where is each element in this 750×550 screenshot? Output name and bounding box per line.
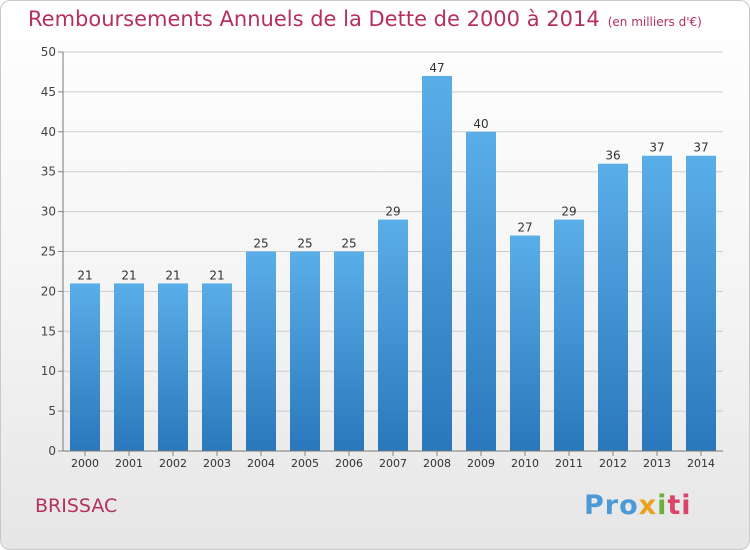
x-tick-label: 2005 — [291, 457, 319, 470]
bar — [70, 283, 100, 451]
city-name: BRISSAC — [35, 495, 118, 517]
y-tick-label: 45 — [41, 85, 56, 99]
bar-value-label: 21 — [209, 268, 224, 282]
proxiti-logo: Proxiti — [584, 490, 692, 521]
bar-value-label: 21 — [165, 268, 180, 282]
bar-value-label: 37 — [649, 141, 664, 155]
x-tick-label: 2013 — [643, 457, 671, 470]
bar — [598, 163, 628, 451]
bar — [422, 75, 452, 451]
x-tick-label: 2007 — [379, 457, 407, 470]
y-tick-label: 30 — [41, 205, 56, 219]
bar-value-label: 36 — [605, 149, 620, 163]
x-tick-label: 2010 — [511, 457, 539, 470]
bar-value-label: 47 — [429, 61, 444, 75]
x-tick-label: 2012 — [599, 457, 627, 470]
bar — [202, 283, 232, 451]
y-tick-label: 50 — [41, 45, 56, 59]
bar — [290, 251, 320, 451]
y-tick-label: 25 — [41, 245, 56, 259]
x-tick-label: 2001 — [115, 457, 143, 470]
bar — [114, 283, 144, 451]
y-tick-label: 0 — [48, 444, 56, 458]
bar-value-label: 29 — [561, 205, 576, 219]
x-tick-label: 2002 — [159, 457, 187, 470]
bar — [158, 283, 188, 451]
chart-title: Remboursements Annuels de la Dette de 20… — [28, 7, 702, 31]
bar — [378, 219, 408, 451]
y-tick-label: 10 — [41, 364, 56, 378]
bar-value-label: 29 — [385, 205, 400, 219]
bar — [466, 131, 496, 452]
x-tick-label: 2004 — [247, 457, 275, 470]
bar — [246, 251, 276, 451]
x-tick-label: 2003 — [203, 457, 231, 470]
bar-value-label: 21 — [121, 268, 136, 282]
bar-value-label: 40 — [473, 117, 488, 131]
title-unit: (en milliers d'€) — [607, 15, 702, 29]
bar-value-label: 25 — [297, 237, 312, 251]
y-tick-label: 5 — [48, 404, 56, 418]
y-tick-label: 40 — [41, 125, 56, 139]
bar-value-label: 25 — [253, 237, 268, 251]
x-tick-label: 2000 — [71, 457, 99, 470]
y-tick-label: 15 — [41, 324, 56, 338]
bar — [686, 155, 716, 452]
y-tick-label: 35 — [41, 165, 56, 179]
bar — [554, 219, 584, 451]
bar — [642, 155, 672, 452]
bar-value-label: 37 — [693, 141, 708, 155]
bar-value-label: 27 — [517, 221, 532, 235]
bar-value-label: 21 — [77, 268, 92, 282]
x-tick-label: 2011 — [555, 457, 583, 470]
x-tick-label: 2009 — [467, 457, 495, 470]
x-tick-label: 2008 — [423, 457, 451, 470]
title-text: Remboursements Annuels de la Dette de 20… — [28, 7, 600, 31]
bar — [510, 235, 540, 451]
bar-value-label: 25 — [341, 237, 356, 251]
x-tick-label: 2006 — [335, 457, 363, 470]
x-tick-label: 2014 — [687, 457, 715, 470]
bar — [334, 251, 364, 451]
y-tick-label: 20 — [41, 284, 56, 298]
